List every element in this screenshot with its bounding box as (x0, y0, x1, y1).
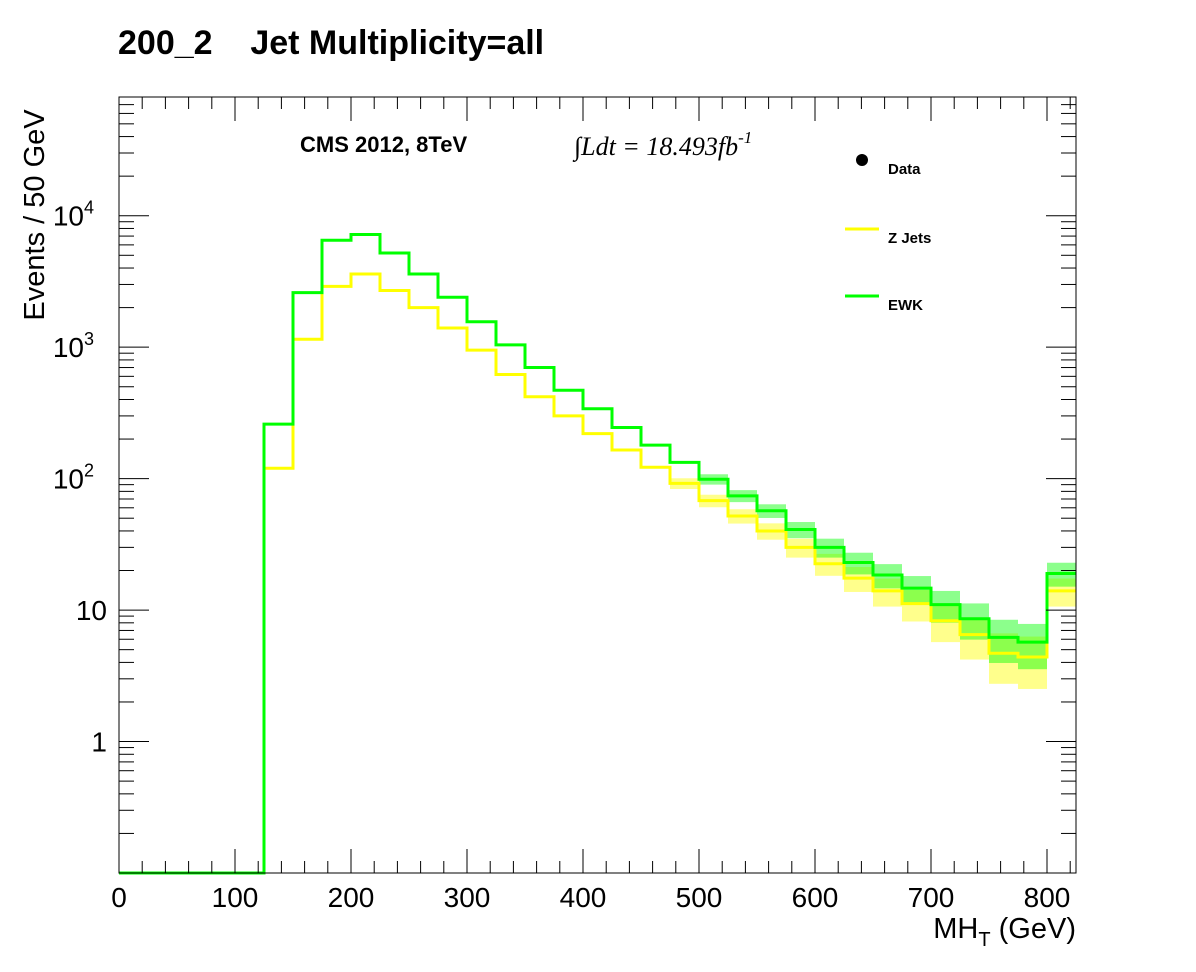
x-tick-label: 800 (1024, 882, 1071, 913)
legend-label-data: Data (888, 161, 921, 178)
y-tick-label-base: 10 (53, 332, 84, 363)
x-tick-label: 200 (328, 882, 375, 913)
y-axis-label: Events / 50 GeV (19, 109, 51, 321)
x-tick-label: 500 (676, 882, 723, 913)
uncertainty-band (960, 617, 989, 660)
y-tick-label-exponent: 4 (84, 198, 94, 218)
y-tick-label: 1 (91, 727, 107, 758)
uncertainty-band (989, 633, 1018, 684)
series-line-ewk (119, 232, 1076, 875)
x-tick-label: 600 (792, 882, 839, 913)
x-tick-label: 100 (212, 882, 259, 913)
y-tick-label-base: 10 (53, 464, 84, 495)
y-tick-label: 103 (53, 329, 94, 363)
uncertainty-band (1018, 623, 1047, 670)
chart-title: 200_2 Jet Multiplicity=all (118, 24, 545, 62)
luminosity-label: ∫Ldt = 18.493fb-1 (572, 128, 752, 162)
legend-label-zjets: Z Jets (888, 230, 931, 247)
y-tick-label: 102 (53, 461, 94, 495)
uncertainty-band (902, 590, 931, 622)
uncertainty-band (931, 605, 960, 643)
legend-data-marker (856, 154, 868, 166)
y-tick-label-base: 1 (91, 727, 107, 758)
legend-label-ewk: EWK (888, 297, 923, 314)
x-tick-label: 0 (111, 882, 127, 913)
uncertainty-band (1018, 636, 1047, 689)
series-line-z-jets (119, 272, 1076, 875)
x-axis-label-unit: (GeV) (991, 913, 1076, 945)
axis-ticks (118, 96, 1076, 874)
x-axis-label-main: MH (933, 913, 978, 945)
uncertainty-band (1047, 578, 1076, 607)
luminosity-text: ∫Ldt = 18.493fb (572, 132, 738, 162)
uncertainty-band (931, 590, 960, 623)
y-tick-label-exponent: 2 (84, 461, 94, 481)
x-axis-label: MHT (GeV) (933, 913, 1076, 951)
x-tick-label: 300 (444, 882, 491, 913)
y-tick-label: 10 (76, 595, 107, 626)
uncertainty-band (902, 576, 931, 604)
x-tick-label: 700 (908, 882, 955, 913)
series-lines (119, 232, 1076, 875)
experiment-label: CMS 2012, 8TeV (300, 132, 467, 157)
y-tick-label-exponent: 3 (84, 329, 94, 349)
y-tick-label: 104 (53, 198, 94, 232)
x-tick-label: 400 (560, 882, 607, 913)
legend: Data Z Jets EWK (845, 154, 931, 314)
luminosity-exponent: -1 (738, 128, 752, 147)
x-axis-label-subscript: T (978, 929, 990, 951)
y-tick-label-base: 10 (53, 201, 84, 232)
y-tick-label-base: 10 (76, 595, 107, 626)
uncertainty-band (873, 578, 902, 607)
uncertainty-band (989, 619, 1018, 663)
